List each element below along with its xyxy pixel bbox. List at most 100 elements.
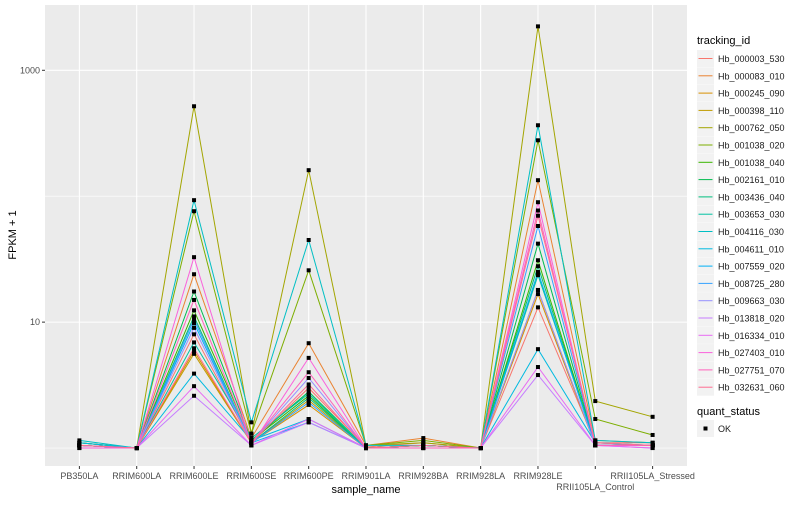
- legend-label: Hb_000003_530: [718, 54, 785, 64]
- data-point: [306, 375, 311, 380]
- legend-label: Hb_009663_030: [718, 296, 785, 306]
- data-point: [192, 104, 197, 109]
- data-point: [192, 384, 197, 389]
- data-point: [77, 440, 82, 445]
- data-point: [535, 200, 540, 205]
- data-point: [421, 446, 426, 451]
- data-point: [650, 440, 655, 445]
- data-point: [535, 273, 540, 278]
- data-point: [192, 340, 197, 345]
- data-point: [421, 436, 426, 441]
- y-axis-title: FPKM + 1: [7, 210, 19, 259]
- legend-label: Hb_007559_020: [718, 262, 785, 272]
- x-tick-label: RRII105LA_Stressed: [610, 471, 695, 481]
- data-point: [421, 443, 426, 448]
- data-point: [535, 258, 540, 263]
- x-tick-label: RRIM600SE: [226, 471, 276, 481]
- x-tick-label: RRIM600PE: [284, 471, 334, 481]
- data-point: [306, 393, 311, 398]
- data-point: [535, 270, 540, 275]
- data-point: [306, 355, 311, 360]
- data-point: [192, 209, 197, 214]
- data-point: [306, 268, 311, 273]
- x-tick-label: RRII105LA_Control: [556, 482, 634, 492]
- x-tick-label: RRIM600LA: [112, 471, 161, 481]
- data-point: [535, 264, 540, 269]
- data-point: [421, 438, 426, 443]
- point-icon: [703, 426, 708, 431]
- x-tick-label: RRIM928LE: [513, 471, 562, 481]
- legend-label: Hb_001038_040: [718, 158, 785, 168]
- legend-label: Hb_001038_020: [718, 141, 785, 151]
- legend-label: Hb_027403_010: [718, 348, 785, 358]
- data-point: [192, 321, 197, 326]
- data-point: [593, 417, 598, 422]
- legend-label: Hb_003436_040: [718, 192, 785, 202]
- data-point: [306, 385, 311, 390]
- legend-label: Hb_004611_010: [718, 244, 784, 254]
- legend-label: Hb_016334_010: [718, 331, 785, 341]
- data-point: [535, 305, 540, 310]
- data-point: [77, 446, 82, 451]
- data-point: [306, 417, 311, 422]
- data-point: [535, 123, 540, 128]
- data-point: [535, 223, 540, 228]
- legend-label: Hb_003653_030: [718, 210, 785, 220]
- grid-lines: [45, 5, 687, 466]
- data-point: [306, 370, 311, 375]
- data-point: [306, 391, 311, 396]
- data-point: [593, 438, 598, 443]
- data-point: [535, 138, 540, 143]
- data-point: [306, 237, 311, 242]
- data-point: [249, 431, 254, 436]
- data-point: [192, 393, 197, 398]
- legend-label: Hb_000083_010: [718, 71, 785, 81]
- data-point: [192, 314, 197, 319]
- data-point: [77, 443, 82, 448]
- legend-label: Hb_000398_110: [718, 106, 784, 116]
- data-point: [306, 168, 311, 173]
- data-point: [192, 346, 197, 351]
- shape-legend-label: OK: [718, 424, 731, 434]
- legend-label: Hb_008725_280: [718, 279, 785, 289]
- x-tick-label: RRIM928BA: [398, 471, 448, 481]
- data-point: [535, 208, 540, 213]
- data-point: [77, 438, 82, 443]
- data-point: [364, 446, 368, 451]
- shape-legend-title: quant_status: [697, 406, 760, 418]
- data-point: [650, 432, 655, 437]
- legend-label: Hb_000245_090: [718, 89, 785, 99]
- x-axis: PB350LA RRIM600LA RRIM600LE RRIM600SE RRIM60…: [60, 466, 695, 492]
- data-point: [593, 399, 598, 404]
- data-point: [535, 213, 540, 218]
- data-point: [535, 241, 540, 246]
- y-tick-label: 1000: [20, 65, 40, 75]
- y-axis: 10 1000: [20, 65, 45, 327]
- data-point: [650, 443, 655, 448]
- data-point: [306, 400, 311, 405]
- data-point: [306, 398, 311, 403]
- data-point: [421, 440, 426, 445]
- legend-label: Hb_002161_010: [718, 175, 785, 185]
- legend-label: Hb_013818_020: [718, 314, 785, 324]
- data-point: [535, 178, 540, 183]
- x-tick-label: RRIM600LE: [170, 471, 219, 481]
- data-point: [192, 308, 197, 313]
- data-point: [650, 446, 655, 451]
- x-axis-title: sample_name: [331, 484, 400, 496]
- data-point: [192, 272, 197, 277]
- data-point: [249, 420, 254, 425]
- data-point: [535, 24, 540, 29]
- data-point: [650, 414, 655, 419]
- data-point: [364, 443, 368, 448]
- data-point: [593, 440, 598, 445]
- legend-label: Hb_004116_030: [718, 227, 784, 237]
- data-point: [192, 325, 197, 330]
- data-point: [192, 255, 197, 260]
- x-tick-label: PB350LA: [60, 471, 98, 481]
- data-point: [306, 395, 311, 400]
- data-point: [306, 402, 311, 407]
- data-point: [535, 373, 540, 378]
- data-point: [192, 371, 197, 376]
